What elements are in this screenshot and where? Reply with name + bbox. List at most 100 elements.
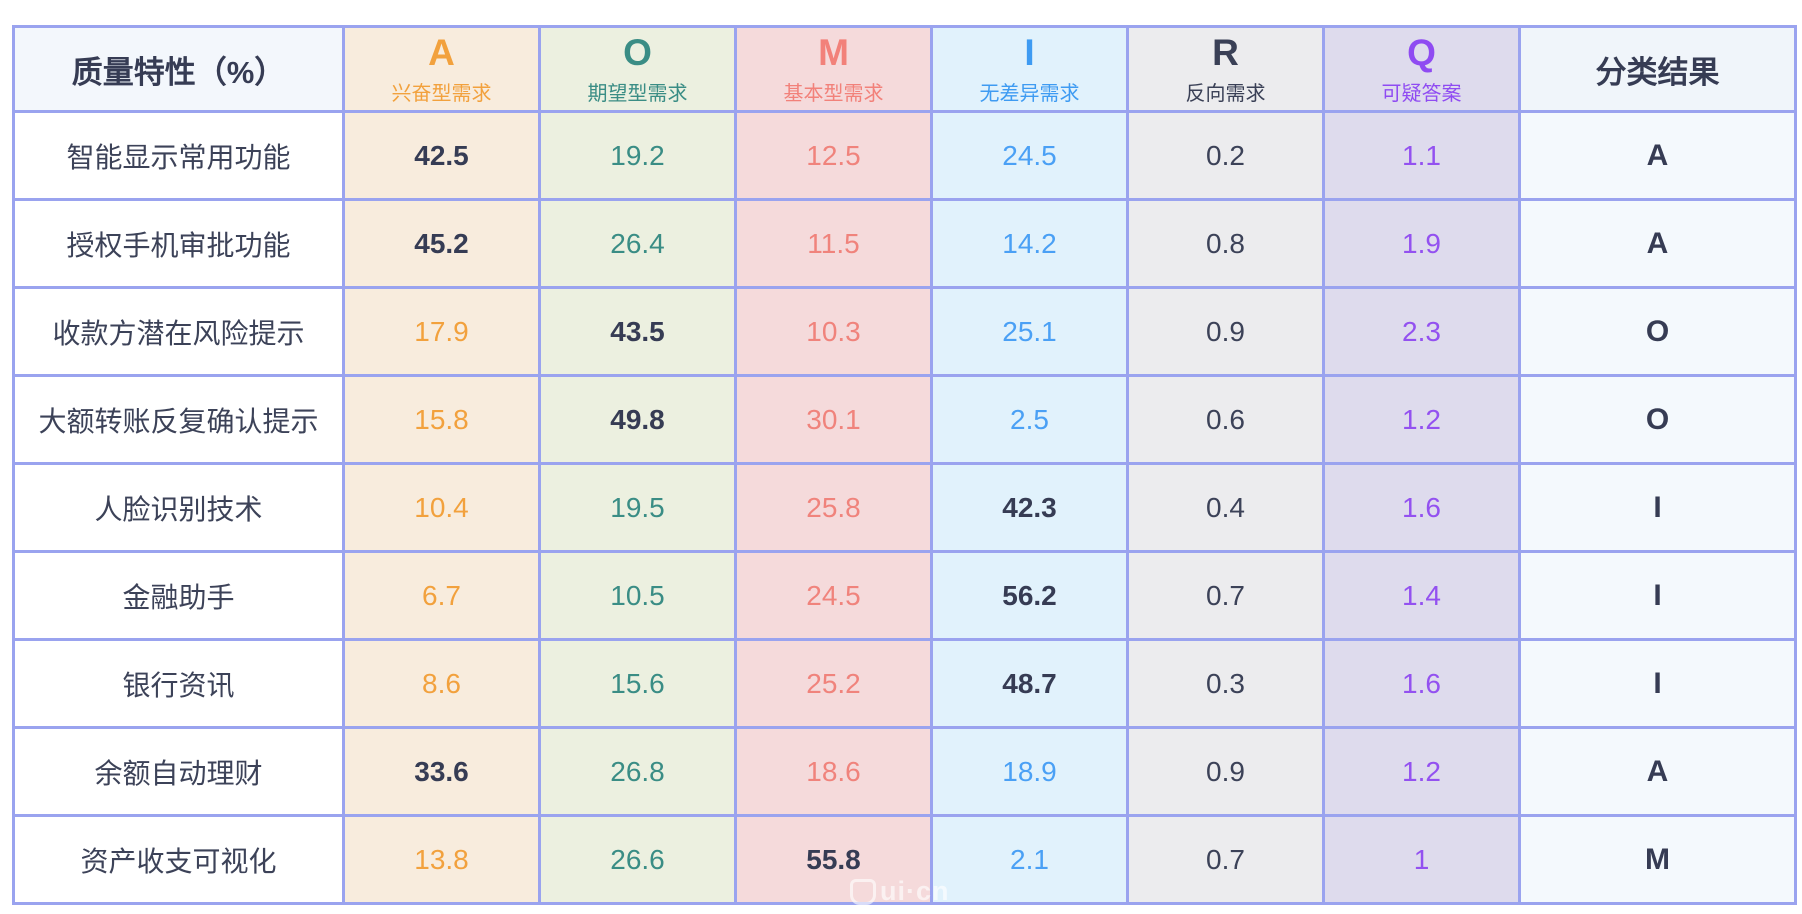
value-cell-r: 0.7 xyxy=(1126,814,1325,905)
value-cell-q: 1.2 xyxy=(1322,726,1521,817)
column-sublabel-a: 兴奋型需求 xyxy=(391,82,492,105)
value-cell-m: 55.8 xyxy=(734,814,933,905)
value-cell-o: 43.5 xyxy=(538,286,737,377)
feature-cell: 金融助手 xyxy=(12,550,345,641)
feature-cell: 授权手机审批功能 xyxy=(12,198,345,289)
value-cell-m: 18.6 xyxy=(734,726,933,817)
value-cell-m: 25.2 xyxy=(734,638,933,729)
result-cell: A xyxy=(1518,198,1797,289)
column-sublabel-m: 基本型需求 xyxy=(783,82,884,105)
value-cell-o: 49.8 xyxy=(538,374,737,465)
value-cell-a: 8.6 xyxy=(342,638,541,729)
value-cell-r: 0.9 xyxy=(1126,726,1325,817)
value-cell-i: 48.7 xyxy=(930,638,1129,729)
result-cell: I xyxy=(1518,550,1797,641)
value-cell-o: 26.6 xyxy=(538,814,737,905)
value-cell-r: 0.3 xyxy=(1126,638,1325,729)
value-cell-i: 2.1 xyxy=(930,814,1129,905)
value-cell-m: 12.5 xyxy=(734,110,933,201)
value-cell-q: 1.2 xyxy=(1322,374,1521,465)
value-cell-q: 1.1 xyxy=(1322,110,1521,201)
value-cell-o: 26.4 xyxy=(538,198,737,289)
table-row: 银行资讯 8.6 15.6 25.2 48.7 0.3 1.6 I xyxy=(12,638,1797,729)
table-row: 收款方潜在风险提示 17.9 43.5 10.3 25.1 0.9 2.3 O xyxy=(12,286,1797,377)
column-letter-i: I xyxy=(1024,32,1035,74)
table-row: 余额自动理财 33.6 26.8 18.6 18.9 0.9 1.2 A xyxy=(12,726,1797,817)
value-cell-a: 45.2 xyxy=(342,198,541,289)
value-cell-r: 0.2 xyxy=(1126,110,1325,201)
value-cell-a: 33.6 xyxy=(342,726,541,817)
table-row: 授权手机审批功能 45.2 26.4 11.5 14.2 0.8 1.9 A xyxy=(12,198,1797,289)
kano-result-table: 质量特性（%） A 兴奋型需求 O 期望型需求 M 基本型需求 I 无差异需求 R 反向需求 Q 可疑… xyxy=(12,25,1797,905)
classification-result-header: 分类结果 xyxy=(1518,25,1797,113)
column-header-i: I 无差异需求 xyxy=(930,25,1129,113)
value-cell-q: 1.6 xyxy=(1322,638,1521,729)
value-cell-o: 10.5 xyxy=(538,550,737,641)
value-cell-i: 2.5 xyxy=(930,374,1129,465)
value-cell-i: 25.1 xyxy=(930,286,1129,377)
value-cell-a: 6.7 xyxy=(342,550,541,641)
column-letter-r: R xyxy=(1212,32,1239,74)
value-cell-a: 17.9 xyxy=(342,286,541,377)
value-cell-m: 10.3 xyxy=(734,286,933,377)
column-sublabel-o: 期望型需求 xyxy=(587,82,688,105)
feature-cell: 资产收支可视化 xyxy=(12,814,345,905)
value-cell-i: 42.3 xyxy=(930,462,1129,553)
value-cell-q: 2.3 xyxy=(1322,286,1521,377)
value-cell-i: 18.9 xyxy=(930,726,1129,817)
value-cell-m: 11.5 xyxy=(734,198,933,289)
result-cell: O xyxy=(1518,286,1797,377)
value-cell-r: 0.6 xyxy=(1126,374,1325,465)
column-header-o: O 期望型需求 xyxy=(538,25,737,113)
value-cell-o: 19.2 xyxy=(538,110,737,201)
feature-cell: 人脸识别技术 xyxy=(12,462,345,553)
value-cell-q: 1.9 xyxy=(1322,198,1521,289)
value-cell-o: 15.6 xyxy=(538,638,737,729)
feature-cell: 余额自动理财 xyxy=(12,726,345,817)
column-sublabel-i: 无差异需求 xyxy=(979,82,1080,105)
table-row: 人脸识别技术 10.4 19.5 25.8 42.3 0.4 1.6 I xyxy=(12,462,1797,553)
result-cell: O xyxy=(1518,374,1797,465)
table-header: 质量特性（%） A 兴奋型需求 O 期望型需求 M 基本型需求 I 无差异需求 R 反向需求 Q 可疑… xyxy=(12,25,1797,113)
value-cell-a: 13.8 xyxy=(342,814,541,905)
column-header-r: R 反向需求 xyxy=(1126,25,1325,113)
table-body: 智能显示常用功能 42.5 19.2 12.5 24.5 0.2 1.1 A 授权手机审批功能 4… xyxy=(12,110,1797,905)
column-letter-a: A xyxy=(428,32,455,74)
column-header-q: Q 可疑答案 xyxy=(1322,25,1521,113)
result-cell: A xyxy=(1518,726,1797,817)
quality-attribute-header: 质量特性（%） xyxy=(12,25,345,113)
value-cell-m: 30.1 xyxy=(734,374,933,465)
value-cell-a: 42.5 xyxy=(342,110,541,201)
column-sublabel-r: 反向需求 xyxy=(1185,82,1266,105)
feature-cell: 大额转账反复确认提示 xyxy=(12,374,345,465)
table-row: 大额转账反复确认提示 15.8 49.8 30.1 2.5 0.6 1.2 O xyxy=(12,374,1797,465)
value-cell-q: 1.6 xyxy=(1322,462,1521,553)
value-cell-i: 56.2 xyxy=(930,550,1129,641)
feature-cell: 银行资讯 xyxy=(12,638,345,729)
value-cell-m: 25.8 xyxy=(734,462,933,553)
value-cell-r: 0.7 xyxy=(1126,550,1325,641)
value-cell-q: 1.4 xyxy=(1322,550,1521,641)
column-letter-q: Q xyxy=(1407,32,1436,74)
value-cell-a: 15.8 xyxy=(342,374,541,465)
column-letter-o: O xyxy=(623,32,652,74)
table-row: 金融助手 6.7 10.5 24.5 56.2 0.7 1.4 I xyxy=(12,550,1797,641)
value-cell-i: 14.2 xyxy=(930,198,1129,289)
result-cell: M xyxy=(1518,814,1797,905)
value-cell-o: 19.5 xyxy=(538,462,737,553)
column-header-a: A 兴奋型需求 xyxy=(342,25,541,113)
value-cell-r: 0.8 xyxy=(1126,198,1325,289)
column-letter-m: M xyxy=(818,32,849,74)
result-cell: I xyxy=(1518,638,1797,729)
result-cell: I xyxy=(1518,462,1797,553)
column-header-m: M 基本型需求 xyxy=(734,25,933,113)
value-cell-r: 0.9 xyxy=(1126,286,1325,377)
feature-cell: 智能显示常用功能 xyxy=(12,110,345,201)
value-cell-q: 1 xyxy=(1322,814,1521,905)
value-cell-r: 0.4 xyxy=(1126,462,1325,553)
feature-cell: 收款方潜在风险提示 xyxy=(12,286,345,377)
value-cell-i: 24.5 xyxy=(930,110,1129,201)
value-cell-m: 24.5 xyxy=(734,550,933,641)
result-cell: A xyxy=(1518,110,1797,201)
